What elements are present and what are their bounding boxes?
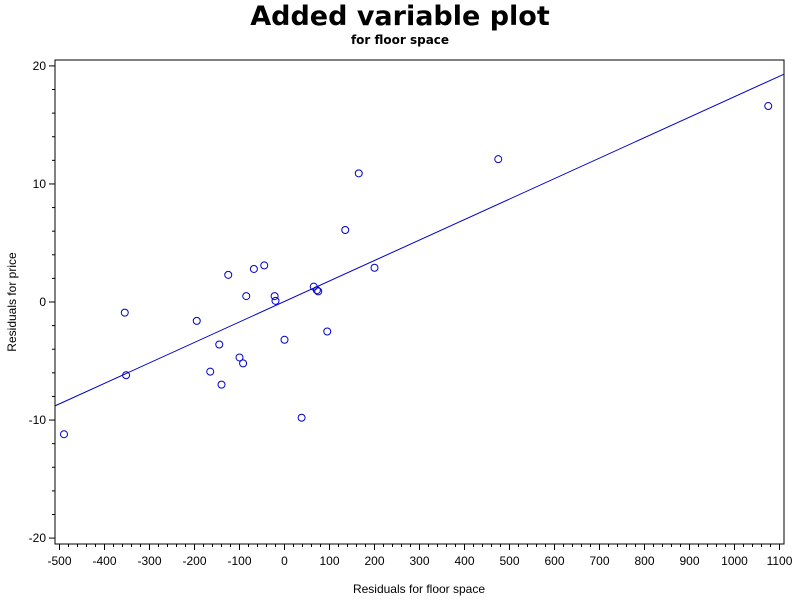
x-tick-label: 100 [319,554,339,568]
x-tick-label: -400 [92,554,116,568]
y-tick-label: 20 [33,59,47,73]
x-tick-label: 200 [364,554,384,568]
data-point [192,316,201,325]
data-point [239,359,248,368]
x-tick-label: 400 [454,554,474,568]
data-point [235,353,244,362]
data-point [122,371,131,380]
x-tick-label: 600 [544,554,564,568]
x-axis: -500 -400 -300 -200 -100 0 100 200 300 400 500 600 7… [47,544,793,568]
x-tick-label: 1100 [767,554,793,568]
x-axis-label: Residuals for floor space [353,582,485,596]
data-point [120,308,129,317]
y-axis: -20 -10 0 10 20 [29,59,55,545]
data-point [217,380,226,389]
data-point [60,430,68,439]
data-point [297,413,306,422]
data-point [370,263,379,272]
data-point [260,261,269,270]
data-point [215,340,224,349]
data-point [242,292,251,301]
data-point [280,335,289,344]
x-tick-label: 800 [634,554,654,568]
x-tick-label: -300 [137,554,161,568]
data-point [323,327,332,336]
y-tick-label: -20 [29,531,47,545]
chart-subtitle: for floor space [350,33,450,47]
fit-line-group [54,73,785,407]
data-point [224,270,233,279]
data-point [270,292,279,301]
points-group [60,102,773,439]
x-tick-label: -100 [227,554,251,568]
x-tick-label: 700 [589,554,609,568]
data-point [354,169,363,178]
y-tick-label: -10 [29,413,47,427]
x-tick-label: 1000 [721,554,748,568]
x-tick-label: 500 [499,554,519,568]
data-point [314,287,323,296]
data-point [271,296,280,305]
x-tick-label: -500 [47,554,71,568]
fit-line [54,73,785,407]
plot-frame [54,59,785,545]
x-tick-label: 300 [409,554,429,568]
data-point [249,264,258,273]
data-point [312,286,321,295]
y-axis-label: Residuals for price [5,252,19,352]
data-point [341,225,350,234]
x-tick-label: 0 [281,554,288,568]
chart-title: Added variable plot [250,1,550,32]
data-point [206,367,215,376]
x-tick-label: -200 [182,554,206,568]
data-point [494,155,503,164]
x-tick-label: 900 [679,554,699,568]
data-point [764,102,773,111]
y-tick-label: 0 [39,295,46,309]
y-tick-label: 10 [33,177,47,191]
